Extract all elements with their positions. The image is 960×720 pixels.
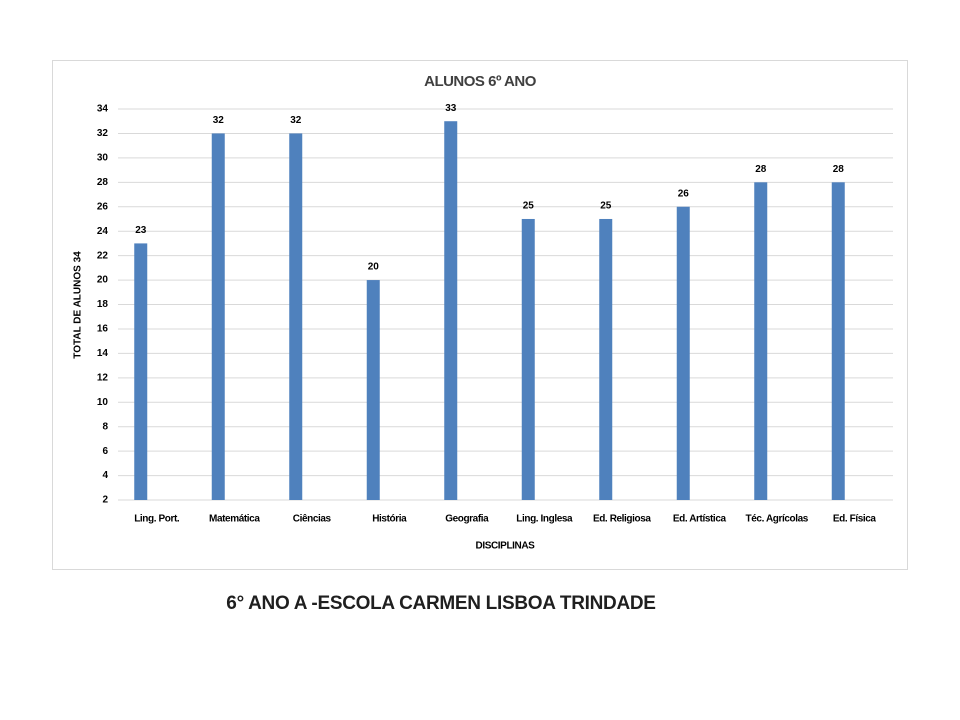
bar xyxy=(211,133,225,500)
x-tick-label: Ed. Artística xyxy=(673,514,727,525)
bar xyxy=(134,243,148,500)
y-tick-label: 4 xyxy=(102,470,108,481)
x-tick-label: Téc. Agrícolas xyxy=(746,514,809,525)
y-tick-label: 22 xyxy=(97,250,109,261)
y-axis-title: TOTAL DE ALUNOS 34 xyxy=(73,251,84,359)
y-tick-label: 6 xyxy=(102,446,108,457)
caption: 6° ANO A -ESCOLA CARMEN LISBOA TRINDADE xyxy=(226,593,655,614)
data-label: 25 xyxy=(600,201,612,212)
bar xyxy=(366,280,380,500)
data-label: 32 xyxy=(290,115,302,126)
bar xyxy=(831,182,845,500)
data-label: 28 xyxy=(833,164,845,175)
y-tick-label: 28 xyxy=(97,177,109,188)
chart-title: ALUNOS 6º ANO xyxy=(424,73,537,90)
y-tick-label: 20 xyxy=(97,275,109,286)
x-tick-label: Ling. Port. xyxy=(134,514,180,525)
data-label: 26 xyxy=(678,188,690,199)
y-tick-label: 14 xyxy=(97,348,109,359)
x-tick-label: Ciências xyxy=(293,514,332,525)
bar xyxy=(521,218,535,500)
bar xyxy=(599,218,613,500)
x-tick-label: Ed. Religiosa xyxy=(593,514,651,525)
data-label: 32 xyxy=(213,115,225,126)
x-axis-title: DISCIPLINAS xyxy=(476,541,536,552)
data-label: 23 xyxy=(135,225,147,236)
bar xyxy=(444,121,458,500)
y-tick-label: 8 xyxy=(102,421,108,432)
x-tick-label: Ed. Física xyxy=(833,514,877,525)
bar xyxy=(289,133,303,500)
data-label: 20 xyxy=(368,262,380,273)
data-label: 28 xyxy=(755,164,767,175)
y-tick-label: 34 xyxy=(97,104,109,115)
y-tick-label: 30 xyxy=(97,153,109,164)
data-label: 33 xyxy=(445,103,457,114)
y-tick-label: 32 xyxy=(97,128,109,139)
chart-frame xyxy=(52,60,908,570)
data-label: 25 xyxy=(523,201,535,212)
y-tick-label: 18 xyxy=(97,299,109,310)
bar xyxy=(676,206,690,500)
x-tick-label: História xyxy=(372,514,407,525)
x-tick-label: Ling. Inglesa xyxy=(516,514,573,525)
bar xyxy=(754,182,768,500)
y-tick-label: 10 xyxy=(97,397,109,408)
y-tick-label: 12 xyxy=(97,372,109,383)
y-tick-label: 16 xyxy=(97,324,109,335)
y-tick-label: 2 xyxy=(102,495,108,506)
y-tick-label: 24 xyxy=(97,226,109,237)
x-tick-label: Matemática xyxy=(209,514,260,525)
x-tick-label: Geografia xyxy=(445,514,489,525)
y-tick-label: 26 xyxy=(97,201,109,212)
